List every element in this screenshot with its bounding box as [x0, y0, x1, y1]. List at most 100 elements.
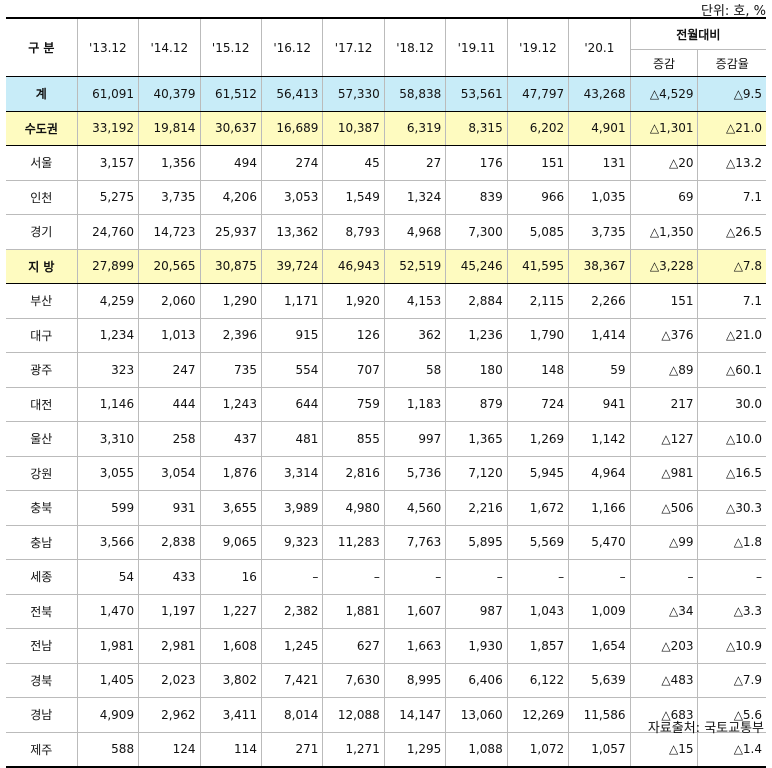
mom-rate-cell: 7.1	[697, 180, 766, 215]
table-row: 제주 588 124 114 271 1,271 1,295 1,088 1,072 1,057 △…	[6, 732, 766, 768]
value-cell: –	[568, 559, 631, 595]
value-cell: –	[445, 559, 508, 595]
year-header: '19.11	[445, 17, 508, 77]
value-cell: 5,945	[506, 456, 569, 491]
value-cell: 4,901	[568, 110, 631, 146]
value-cell: 1,549	[322, 180, 385, 215]
mom-rate-cell: △5.6	[697, 697, 766, 733]
table-row: 충북 599 931 3,655 3,989 4,980 4,560 2,216 1,672 1,…	[6, 490, 766, 526]
value-cell: 6,202	[506, 110, 569, 146]
value-cell: 941	[568, 387, 631, 422]
mom-rate-cell: △9.5	[697, 76, 766, 112]
value-cell: 14,147	[383, 697, 446, 733]
value-cell: 3,055	[76, 456, 139, 491]
region-name: 광주	[6, 352, 78, 388]
value-cell: 6,319	[383, 110, 446, 146]
year-header: '14.12	[138, 17, 201, 77]
mom-rate-cell: △21.0	[697, 110, 766, 146]
mom-change-header: 증감	[629, 49, 698, 77]
value-cell: 3,053	[260, 180, 323, 215]
region-name: 인천	[6, 180, 78, 215]
table-row: 충남 3,566 2,838 9,065 9,323 11,283 7,763 5,895 5,…	[6, 525, 766, 560]
value-cell: 3,735	[138, 180, 201, 215]
value-cell: 1,243	[199, 387, 262, 422]
value-cell: 8,014	[260, 697, 323, 733]
value-cell: 735	[199, 352, 262, 388]
region-name: 대전	[6, 387, 78, 422]
value-cell: 7,763	[383, 525, 446, 560]
value-cell: 11,586	[568, 697, 631, 733]
value-cell: 1,876	[199, 456, 262, 491]
value-cell: 362	[383, 318, 446, 353]
mom-change-cell: △20	[629, 145, 698, 181]
table-row: 인천 5,275 3,735 4,206 3,053 1,549 1,324 839 966 1,…	[6, 180, 766, 215]
value-cell: 61,091	[76, 76, 139, 112]
subtotal-row: 지 방 27,899 20,565 30,875 39,724 46,943 52,519 4…	[6, 248, 766, 284]
value-cell: 599	[76, 490, 139, 526]
value-cell: 3,314	[260, 456, 323, 491]
year-header: '19.12	[506, 17, 569, 77]
value-cell: 855	[322, 421, 385, 457]
mom-change-cell: △34	[629, 594, 698, 629]
value-cell: 1,271	[322, 732, 385, 768]
value-cell: 2,115	[506, 283, 569, 319]
value-cell: 997	[383, 421, 446, 457]
mom-change-cell: △3,228	[629, 248, 698, 284]
value-cell: 38,367	[568, 248, 631, 284]
table-row: 부산 4,259 2,060 1,290 1,171 1,920 4,153 2,884 2,1…	[6, 283, 766, 319]
value-cell: 494	[199, 145, 262, 181]
value-cell: 2,396	[199, 318, 262, 353]
value-cell: 437	[199, 421, 262, 457]
value-cell: 2,962	[138, 697, 201, 733]
source-label: 자료출처: 국토교통부	[647, 721, 764, 736]
value-cell: –	[383, 559, 446, 595]
value-cell: 12,269	[506, 697, 569, 733]
value-cell: 1,183	[383, 387, 446, 422]
region-name: 전남	[6, 628, 78, 664]
value-cell: 1,672	[506, 490, 569, 526]
mom-change-cell: 151	[629, 283, 698, 319]
region-name: 세종	[6, 559, 78, 595]
mom-change-cell: △1,350	[629, 214, 698, 250]
value-cell: 2,060	[138, 283, 201, 319]
table-body: 계 61,091 40,379 61,512 56,413 57,330 58,838 53,…	[6, 76, 766, 768]
value-cell: 1,295	[383, 732, 446, 768]
value-cell: 148	[506, 352, 569, 388]
value-cell: 13,060	[445, 697, 508, 733]
value-cell: 323	[76, 352, 139, 388]
region-name: 부산	[6, 283, 78, 319]
mom-rate-cell: △1.8	[697, 525, 766, 560]
value-cell: 124	[138, 732, 201, 768]
region-name: 전북	[6, 594, 78, 629]
value-cell: 59	[568, 352, 631, 388]
value-cell: 6,406	[445, 663, 508, 698]
value-cell: 126	[322, 318, 385, 353]
value-cell: 987	[445, 594, 508, 629]
mom-change-cell: △4,529	[629, 76, 698, 112]
category-header: 구 분	[6, 17, 78, 77]
value-cell: 258	[138, 421, 201, 457]
table-row: 경남 4,909 2,962 3,411 8,014 12,088 14,147 13,060…	[6, 697, 766, 733]
mom-rate-cell: △7.8	[697, 248, 766, 284]
mom-change-cell: △89	[629, 352, 698, 388]
value-cell: 1,171	[260, 283, 323, 319]
value-cell: 1,607	[383, 594, 446, 629]
value-cell: 8,793	[322, 214, 385, 250]
value-cell: 1,197	[138, 594, 201, 629]
value-cell: 444	[138, 387, 201, 422]
value-cell: 1,654	[568, 628, 631, 664]
region-name: 경남	[6, 697, 78, 733]
value-cell: 1,072	[506, 732, 569, 768]
value-cell: 481	[260, 421, 323, 457]
value-cell: –	[322, 559, 385, 595]
value-cell: 40,379	[138, 76, 201, 112]
mom-rate-cell: △16.5	[697, 456, 766, 491]
value-cell: 2,266	[568, 283, 631, 319]
year-header: '20.1	[568, 17, 631, 77]
mom-rate-cell: △13.2	[697, 145, 766, 181]
value-cell: 4,259	[76, 283, 139, 319]
value-cell: 2,981	[138, 628, 201, 664]
value-cell: 274	[260, 145, 323, 181]
value-cell: 7,300	[445, 214, 508, 250]
year-header: '17.12	[322, 17, 385, 77]
